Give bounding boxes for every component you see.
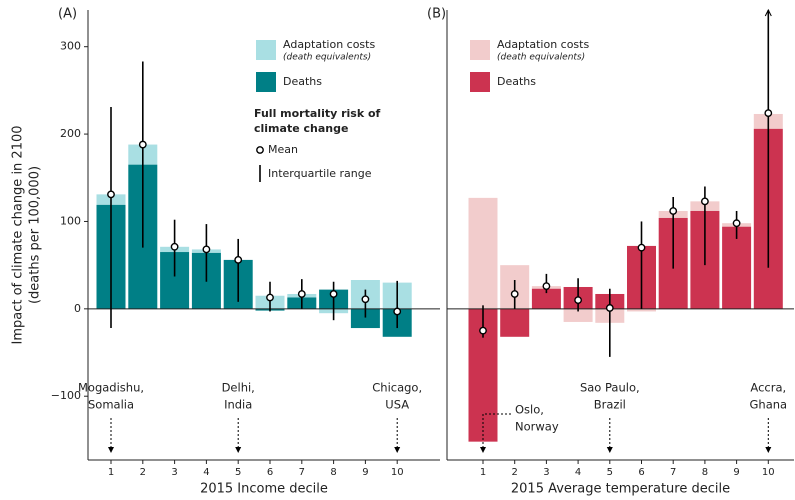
arrow-head bbox=[764, 8, 772, 17]
mean-point bbox=[669, 207, 678, 215]
mean-point bbox=[605, 304, 614, 312]
mean-point bbox=[393, 307, 402, 316]
x-axis-label: 2015 Average temperature decile bbox=[511, 482, 730, 497]
legend-mean bbox=[256, 146, 264, 154]
x-tick-label: 3 bbox=[543, 467, 549, 478]
panel-label: (A) bbox=[58, 7, 77, 22]
x-tick-label: 1 bbox=[480, 467, 486, 478]
annotation-arrow bbox=[394, 447, 401, 453]
mean-point bbox=[329, 290, 338, 298]
bar bbox=[531, 288, 561, 309]
annotation-arrow bbox=[480, 447, 486, 453]
bar bbox=[468, 197, 498, 309]
x-tick-label: 4 bbox=[575, 467, 581, 478]
y-tick-label: 300 bbox=[60, 40, 81, 53]
annotation-arrow bbox=[765, 447, 772, 453]
x-tick-label: 6 bbox=[638, 467, 644, 478]
mean-point bbox=[764, 109, 773, 118]
annotation-leader bbox=[482, 413, 511, 448]
panel-label: (B) bbox=[427, 7, 446, 22]
y-axis-label: (deaths per 100,000) bbox=[28, 166, 43, 304]
x-tick-label: 2 bbox=[512, 467, 518, 478]
x-tick-label: 6 bbox=[267, 467, 273, 478]
annotation: Norway bbox=[515, 420, 559, 434]
mean-point bbox=[510, 290, 519, 298]
bar bbox=[350, 308, 380, 329]
mean-point bbox=[234, 256, 243, 264]
annotation: Sao Paulo, bbox=[580, 381, 640, 395]
mean-point bbox=[732, 219, 741, 228]
x-tick-label: 10 bbox=[762, 467, 775, 478]
legend-label: Interquartile range bbox=[268, 167, 372, 180]
legend-note: (death equivalents) bbox=[497, 53, 585, 63]
annotation-arrow bbox=[606, 447, 613, 453]
x-tick-label: 7 bbox=[299, 467, 305, 478]
legend-swatch bbox=[256, 72, 276, 92]
annotation: India bbox=[224, 398, 252, 412]
x-tick-label: 3 bbox=[171, 467, 177, 478]
legend-note: (death equivalents) bbox=[283, 53, 371, 63]
y-tick-label: 100 bbox=[60, 214, 81, 227]
mean-point bbox=[297, 290, 306, 298]
legend-label: Adaptation costs bbox=[283, 38, 375, 51]
x-tick-label: 7 bbox=[670, 467, 676, 478]
mean-point bbox=[479, 326, 487, 335]
mean-point bbox=[637, 243, 646, 252]
annotation: Accra, bbox=[750, 381, 786, 395]
x-tick-label: 4 bbox=[203, 467, 209, 478]
mean-point bbox=[701, 197, 709, 206]
x-tick-label: 5 bbox=[235, 467, 241, 478]
mean-point bbox=[202, 245, 211, 254]
mean-point bbox=[107, 190, 115, 199]
mean-point bbox=[361, 295, 370, 304]
annotation-arrow bbox=[108, 447, 114, 453]
legend-label: Deaths bbox=[283, 75, 322, 88]
x-tick-label: 9 bbox=[362, 467, 368, 478]
x-tick-label: 2 bbox=[140, 467, 146, 478]
mean-point bbox=[138, 140, 147, 149]
bar bbox=[500, 308, 530, 337]
annotation-arrow bbox=[235, 447, 242, 453]
annotation: USA bbox=[385, 398, 409, 412]
x-tick-label: 10 bbox=[391, 467, 404, 478]
annotation: Chicago, bbox=[372, 381, 422, 395]
x-tick-label: 8 bbox=[330, 467, 336, 478]
x-tick-label: 9 bbox=[733, 467, 739, 478]
annotation: Delhi, bbox=[222, 381, 255, 395]
legend-label: Mean bbox=[268, 143, 298, 156]
legend-label: Deaths bbox=[497, 75, 536, 88]
y-tick-label: 0 bbox=[74, 302, 81, 315]
annotation: Brazil bbox=[594, 398, 626, 412]
x-tick-label: 1 bbox=[108, 467, 114, 478]
x-tick-label: 5 bbox=[607, 467, 613, 478]
annotation: Somalia bbox=[88, 398, 134, 412]
bar bbox=[722, 226, 752, 309]
legend-swatch bbox=[470, 40, 490, 60]
annotation: Mogadishu, bbox=[78, 381, 144, 395]
mean-point bbox=[542, 282, 551, 291]
annotation: Ghana bbox=[750, 398, 788, 412]
y-tick-label: 200 bbox=[60, 127, 81, 140]
mean-point bbox=[574, 296, 582, 304]
legend-swatch bbox=[470, 72, 490, 92]
mean-point bbox=[266, 293, 274, 302]
mean-point bbox=[170, 242, 179, 251]
bar bbox=[563, 308, 593, 322]
x-tick-label: 8 bbox=[702, 467, 708, 478]
bar bbox=[627, 308, 656, 312]
y-axis-label: Impact of climate change in 2100 bbox=[11, 125, 26, 344]
y-tick-label: −100 bbox=[51, 389, 81, 402]
x-axis-label: 2015 Income decile bbox=[200, 482, 328, 497]
legend-label: Adaptation costs bbox=[497, 38, 589, 51]
legend-swatch bbox=[256, 40, 276, 60]
annotation: Oslo, bbox=[515, 403, 544, 417]
legend-title: Full mortality risk of climate change bbox=[254, 107, 381, 135]
